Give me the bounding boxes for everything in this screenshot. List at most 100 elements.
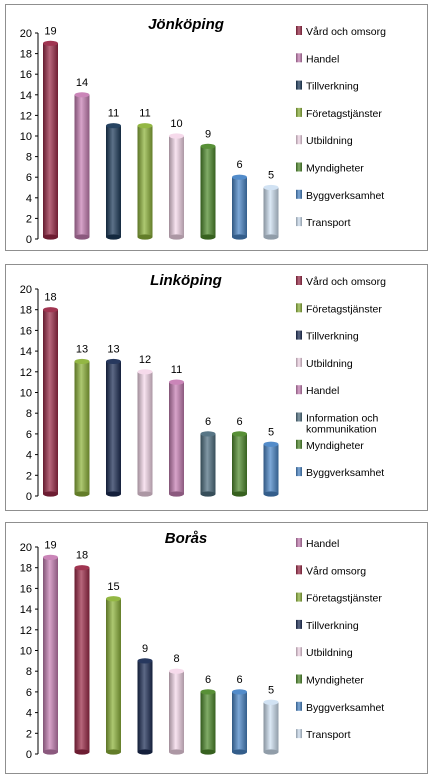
bar-tillverkning bbox=[106, 123, 121, 240]
bar-cap bbox=[43, 40, 58, 46]
legend-label: Byggverksamhet bbox=[306, 190, 384, 202]
legend-label: Handel bbox=[306, 53, 339, 65]
y-tick-label: 16 bbox=[20, 69, 32, 81]
y-tick-label: 4 bbox=[26, 708, 32, 720]
legend-item-tillverkning: Tillverkning bbox=[296, 619, 359, 632]
legend-swatch bbox=[296, 538, 302, 547]
bar-base bbox=[137, 749, 153, 755]
legend-swatch bbox=[296, 467, 302, 477]
legend-swatch bbox=[296, 619, 302, 629]
legend-swatch bbox=[296, 162, 302, 172]
bar-cap bbox=[106, 123, 121, 129]
data-label: 6 bbox=[205, 416, 211, 428]
legend-label: Myndigheter bbox=[306, 675, 364, 687]
data-label: 10 bbox=[170, 118, 182, 130]
bar-body bbox=[137, 125, 153, 237]
legend-swatch bbox=[296, 647, 302, 657]
bar-body bbox=[137, 660, 153, 752]
legend-item-utbildning: Utbildning bbox=[296, 135, 353, 147]
y-tick-label: 10 bbox=[20, 388, 32, 400]
y-tick-label: 14 bbox=[20, 90, 32, 102]
bar-cap bbox=[43, 307, 58, 313]
bar-body bbox=[43, 309, 58, 494]
data-label: 9 bbox=[205, 128, 211, 140]
bar-body bbox=[106, 361, 121, 494]
legend-swatch bbox=[296, 565, 302, 575]
legend-swatch bbox=[296, 276, 302, 285]
legend-label: Företagstjänster bbox=[306, 108, 382, 120]
legend-item-transport: Transport bbox=[296, 217, 351, 229]
legend-swatch bbox=[296, 701, 302, 711]
y-tick-label: 2 bbox=[26, 470, 32, 482]
legend-item-byggverksamhet: Byggverksamhet bbox=[296, 701, 384, 714]
legend-item-byggverksamhet: Byggverksamhet bbox=[296, 467, 384, 479]
data-label: 18 bbox=[44, 292, 56, 304]
data-label: 12 bbox=[139, 354, 151, 366]
legend-swatch bbox=[296, 53, 302, 63]
y-tick-label: 12 bbox=[20, 367, 32, 379]
bar-utbildning bbox=[169, 133, 184, 240]
legend-label: Utbildning bbox=[306, 647, 353, 659]
bar-body bbox=[74, 94, 90, 237]
legend-swatch bbox=[296, 385, 302, 395]
legend-swatch bbox=[296, 330, 302, 340]
bar-base bbox=[137, 491, 153, 497]
bar-myndigheter bbox=[200, 143, 216, 240]
bar-body bbox=[263, 702, 279, 752]
legend-item-handel: Handel bbox=[296, 53, 339, 65]
data-label: 14 bbox=[76, 77, 88, 89]
bar-utbildning bbox=[137, 369, 153, 497]
legend-label: Tillverkning bbox=[306, 620, 359, 632]
legend-label: Utbildning bbox=[306, 358, 353, 370]
legend-label: Tillverkning bbox=[306, 81, 359, 93]
y-tick-label: 16 bbox=[20, 325, 32, 337]
y-tick-label: 0 bbox=[26, 491, 32, 503]
legend-item-vard-omsorg: Vård omsorg bbox=[296, 565, 366, 577]
bar-cap bbox=[43, 554, 58, 560]
data-label: 8 bbox=[173, 653, 179, 665]
legend-label: Vård omsorg bbox=[306, 565, 366, 577]
data-label: 6 bbox=[236, 674, 242, 686]
legend-item-tillverkning: Tillverkning bbox=[296, 80, 359, 93]
bar-cap bbox=[200, 143, 216, 149]
bar-base bbox=[106, 234, 121, 240]
bar-base bbox=[74, 749, 90, 755]
y-tick-label: 20 bbox=[20, 284, 32, 296]
y-tick-label: 14 bbox=[20, 604, 32, 616]
bar-body bbox=[200, 433, 216, 494]
bar-base bbox=[232, 491, 247, 497]
bar-body bbox=[232, 691, 247, 752]
bar-cap bbox=[232, 431, 247, 437]
bar-handel bbox=[74, 92, 90, 240]
bar-base bbox=[74, 234, 90, 240]
y-tick-label: 10 bbox=[20, 131, 32, 143]
bar-base bbox=[74, 491, 90, 497]
bar-byggverksamhet bbox=[232, 174, 247, 240]
bar-cap bbox=[263, 699, 279, 705]
legend-swatch bbox=[296, 80, 302, 90]
y-tick-label: 6 bbox=[26, 429, 32, 441]
data-label: 19 bbox=[44, 539, 56, 551]
legend-swatch bbox=[296, 189, 302, 199]
bar-chart-jonkoping: Jönköping 0 2 4 6 8 10 12 14 16 18 20 19 14 11 11 10 9 6 5 V… bbox=[20, 16, 386, 246]
legend-label: Företagstjänster bbox=[306, 593, 382, 605]
y-tick-label: 2 bbox=[26, 213, 32, 225]
bar-body bbox=[263, 444, 279, 494]
legend-item-myndigheter: Myndigheter bbox=[296, 674, 364, 687]
legend-item-foretagstjanster: Företagstjänster bbox=[296, 303, 382, 315]
bar-transport bbox=[263, 699, 279, 755]
bar-byggverksamhet bbox=[263, 441, 279, 497]
legend-label: Byggverksamhet bbox=[306, 702, 384, 714]
bar-body bbox=[169, 671, 184, 752]
legend-label: Vård och omsorg bbox=[306, 276, 386, 288]
bar-base bbox=[200, 234, 216, 240]
bar-base bbox=[137, 234, 153, 240]
data-label: 13 bbox=[76, 343, 88, 355]
bar-base bbox=[106, 749, 121, 755]
bar-body bbox=[200, 146, 216, 237]
y-tick-label: 12 bbox=[20, 110, 32, 122]
bar-tillverkning bbox=[137, 658, 153, 755]
bar-cap bbox=[169, 379, 184, 385]
legend-label: kommunikation bbox=[306, 424, 377, 436]
